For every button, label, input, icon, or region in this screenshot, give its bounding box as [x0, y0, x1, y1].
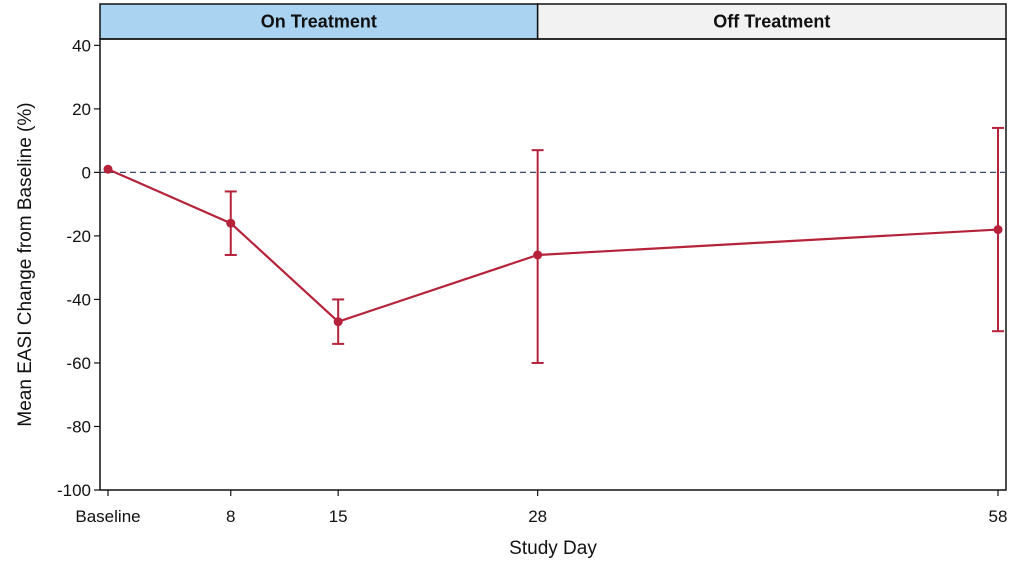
plot-frame: [99, 38, 1007, 491]
x-tick-label: 58: [989, 507, 1008, 526]
panel-label: On Treatment: [261, 12, 377, 32]
y-axis: 40 20 0 -20 -40 -60 -80 -100: [57, 36, 100, 500]
panel-label: Off Treatment: [713, 12, 830, 32]
y-axis-title: Mean EASI Change from Baseline (%): [15, 102, 36, 426]
panel-box: [536, 3, 1007, 40]
x-axis-title: Study Day: [509, 538, 597, 559]
plot-border: [99, 38, 1007, 491]
data-point: [993, 225, 1003, 235]
data-point: [103, 164, 113, 174]
y-tick-label: -40: [66, 290, 91, 309]
series-layer: [103, 126, 1004, 364]
panel-box: [99, 3, 539, 40]
y-tick-label: 40: [72, 36, 91, 55]
data-point: [226, 218, 236, 228]
y-tick-label: -100: [57, 481, 91, 500]
data-point: [333, 317, 343, 327]
x-tick-label: 28: [528, 507, 547, 526]
x-axis: Baseline 8 15 28 58: [75, 490, 1007, 526]
data-point: [533, 250, 543, 260]
panel-strip: On Treatment Off Treatment: [99, 3, 1007, 40]
y-tick-label: -20: [66, 227, 91, 246]
y-tick-label: 20: [72, 100, 91, 119]
series-line: [107, 168, 999, 323]
y-tick-label: -80: [66, 417, 91, 436]
x-tick-label: Baseline: [75, 507, 140, 526]
y-tick-label: 0: [82, 163, 91, 182]
x-tick-label: 15: [329, 507, 348, 526]
x-tick-label: 8: [226, 507, 235, 526]
y-tick-label: -60: [66, 354, 91, 373]
